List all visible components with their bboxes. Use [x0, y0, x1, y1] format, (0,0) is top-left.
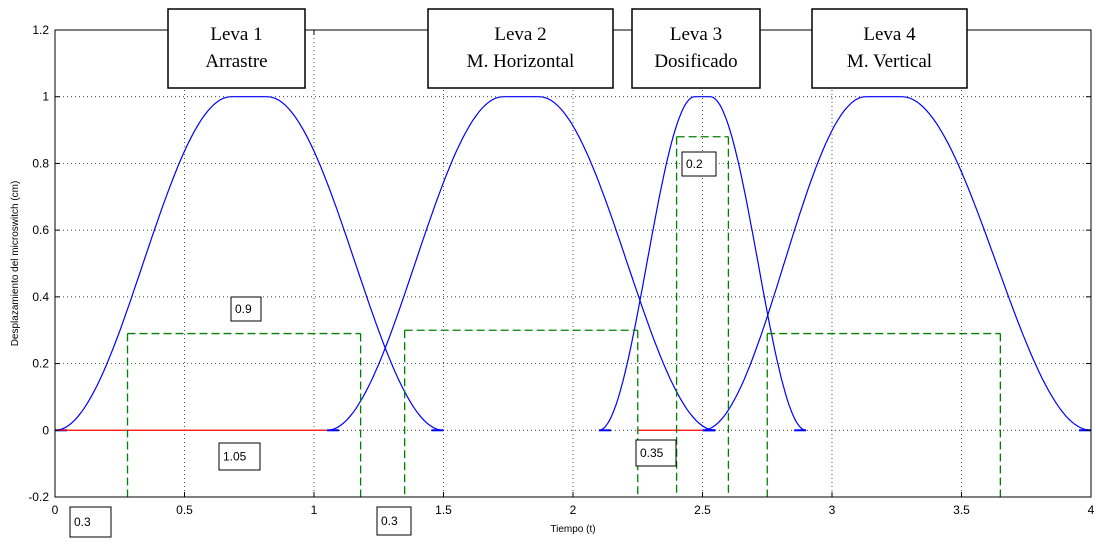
annotations: 0.9 1.05 0.3 0.3 0.2 0.35 — [69, 151, 717, 538]
x-tick-label: 3.5 — [953, 503, 970, 517]
x-tick-label: 0.5 — [176, 503, 193, 517]
annotation-box — [69, 506, 112, 538]
annotation-box — [230, 296, 262, 322]
cam-curves — [54, 96, 1092, 432]
cam-labels: Leva 1 Arrastre Leva 2 M. Horizontal Leva 3 D… — [167, 8, 968, 89]
cam-label-line: M. Vertical — [847, 51, 932, 72]
cam-label-line: M. Horizontal — [467, 51, 575, 72]
cam-curve-3 — [598, 96, 807, 431]
annotation-box — [681, 151, 717, 177]
cam-curve-1 — [54, 96, 444, 431]
annotation-label: 0.3 — [381, 514, 398, 528]
annotation-box — [218, 442, 261, 471]
cam-label-box — [811, 8, 968, 89]
y-axis-label: Desplazamiento del microswitch (cm) — [10, 181, 21, 347]
cam-label-line: Arrastre — [205, 51, 267, 72]
y-tick-label: 0.6 — [32, 223, 49, 237]
x-tick-label: 3 — [829, 503, 836, 517]
x-tick-label: 2.5 — [694, 503, 711, 517]
cam-label-line: Dosificado — [654, 51, 737, 72]
y-tick-label: 1.2 — [32, 23, 49, 37]
cam-curve-4 — [702, 96, 1092, 431]
annotation-label: 1.05 — [223, 450, 247, 464]
x-tick-label: 1 — [311, 503, 318, 517]
y-tick-label: 0.4 — [32, 290, 49, 304]
x-tick-label: 4 — [1088, 503, 1095, 517]
y-tick-label: 1 — [42, 90, 49, 104]
y-tick-label: 0 — [42, 423, 49, 437]
x-tick-label: 2 — [570, 503, 577, 517]
cam-curve-2 — [326, 96, 716, 431]
axis-ticks: 0 0.5 1 1.5 2 2.5 3 3.5 4-0.200.20.40.60.811.2 — [28, 23, 1094, 517]
cam-label-box — [631, 8, 761, 89]
annotation-label: 0.35 — [640, 446, 664, 460]
cam-label-box — [167, 8, 306, 89]
guide-lines — [126, 136, 1001, 497]
y-tick-label: -0.2 — [28, 490, 49, 504]
x-axis-label: Tiempo (t) — [550, 524, 595, 535]
cam-label-line: Leva 3 — [670, 24, 722, 45]
x-tick-label: 1.5 — [435, 503, 452, 517]
annotation-label: 0.9 — [235, 302, 252, 316]
annotation-box — [635, 439, 677, 467]
cam-label-box — [427, 8, 614, 89]
cam-label-line: Leva 2 — [494, 24, 546, 45]
annotation-box — [376, 506, 412, 536]
x-tick-label: 0 — [52, 503, 59, 517]
grid-lines — [55, 30, 1091, 497]
y-tick-label: 0.8 — [32, 156, 49, 170]
y-tick-label: 0.2 — [32, 357, 49, 371]
cam-label-line: Leva 1 — [210, 24, 262, 45]
cam-label-line: Leva 4 — [863, 24, 916, 45]
annotation-label: 0.3 — [74, 515, 91, 529]
annotation-label: 0.2 — [686, 157, 703, 171]
